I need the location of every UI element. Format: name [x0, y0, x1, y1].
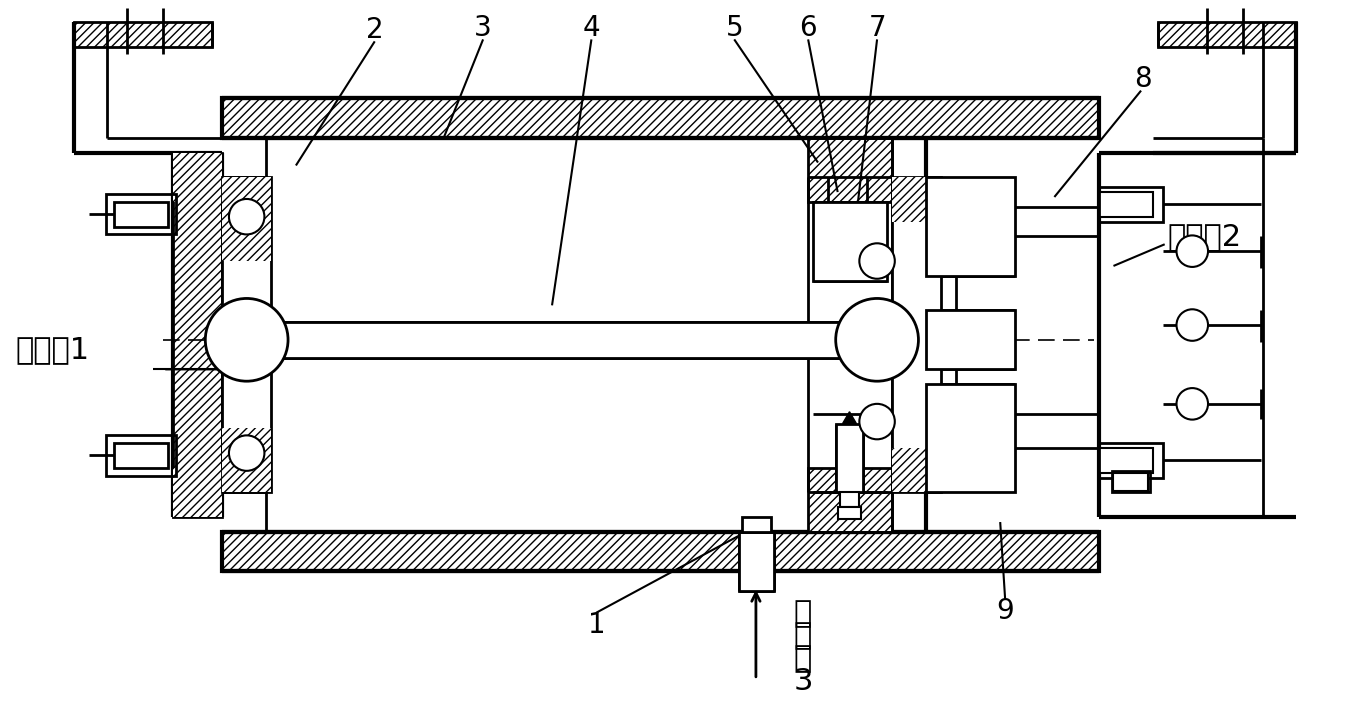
Bar — [812, 202, 886, 280]
Text: 进气兀1: 进气兀1 — [15, 335, 89, 365]
Bar — [1099, 192, 1154, 217]
Bar — [74, 22, 212, 47]
Bar — [173, 153, 222, 517]
Bar — [926, 311, 1015, 369]
Text: 1: 1 — [588, 611, 606, 639]
Bar — [222, 177, 271, 493]
Bar — [114, 443, 169, 468]
Circle shape — [229, 435, 264, 471]
Bar — [743, 517, 771, 532]
Circle shape — [1177, 388, 1208, 420]
Bar — [892, 177, 941, 222]
Bar — [926, 177, 1015, 275]
Text: 8: 8 — [1134, 64, 1152, 93]
Text: 9: 9 — [996, 597, 1014, 625]
Circle shape — [1177, 236, 1208, 267]
Text: 3: 3 — [474, 13, 492, 41]
Bar — [740, 532, 774, 591]
Bar — [222, 177, 271, 261]
Bar — [1114, 472, 1148, 491]
Bar — [222, 428, 271, 493]
Circle shape — [206, 299, 288, 381]
Bar — [1158, 22, 1296, 47]
Bar — [105, 435, 175, 476]
Text: 进: 进 — [793, 599, 811, 628]
Bar — [1099, 187, 1163, 222]
Bar — [1099, 448, 1154, 472]
Text: 5: 5 — [726, 13, 743, 41]
Polygon shape — [843, 411, 856, 423]
Text: 2: 2 — [366, 15, 384, 43]
Bar — [222, 99, 1099, 138]
Circle shape — [229, 199, 264, 234]
Bar — [105, 194, 175, 234]
Bar — [892, 448, 941, 493]
Circle shape — [836, 299, 918, 381]
Bar — [808, 468, 892, 532]
Bar — [173, 468, 222, 517]
Bar — [836, 423, 863, 493]
Bar — [808, 138, 892, 202]
Text: 进气兀2: 进气兀2 — [1167, 222, 1241, 251]
Circle shape — [859, 404, 895, 440]
Circle shape — [859, 243, 895, 279]
Text: 4: 4 — [582, 13, 600, 41]
Bar — [274, 322, 843, 358]
Bar — [1111, 471, 1149, 493]
Bar — [1099, 443, 1163, 477]
Text: 6: 6 — [799, 13, 817, 41]
Text: 气: 气 — [793, 622, 811, 651]
Bar — [837, 508, 862, 519]
Circle shape — [1177, 309, 1208, 341]
Bar — [173, 153, 222, 202]
Bar — [247, 314, 277, 365]
Bar — [222, 532, 1099, 571]
Text: 孔: 孔 — [793, 644, 811, 673]
Text: 3: 3 — [793, 667, 812, 696]
Bar — [840, 493, 859, 508]
Text: 7: 7 — [869, 13, 886, 41]
Bar — [926, 384, 1015, 493]
Bar — [892, 177, 941, 493]
Bar — [114, 202, 169, 226]
